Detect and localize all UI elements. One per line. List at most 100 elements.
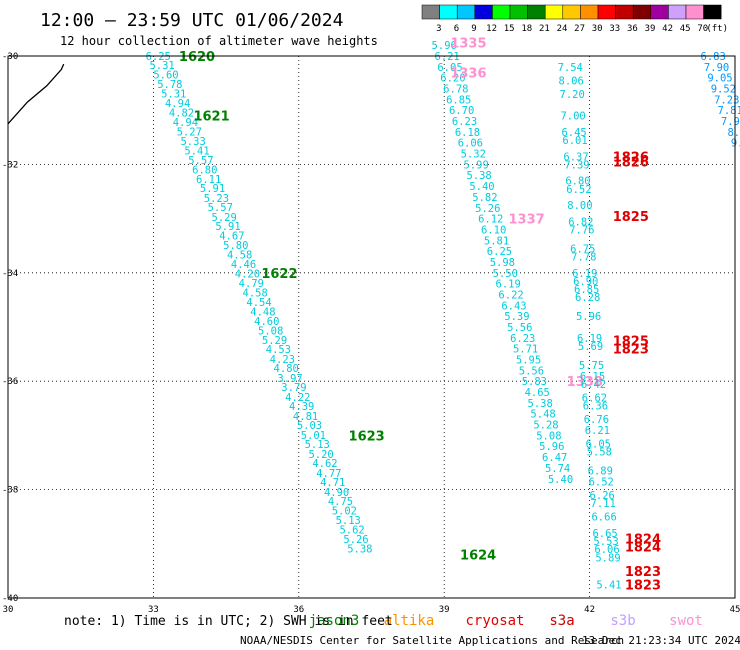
wave-height-value: 7.23 — [714, 94, 739, 106]
wave-height-value: 4.60 — [254, 316, 279, 328]
wave-height-value: 4.75 — [328, 496, 353, 508]
x-tick-label: 30 — [3, 605, 14, 615]
wave-height-value: 5.81 — [484, 235, 509, 247]
wave-height-value: 5.28 — [533, 420, 558, 432]
wave-height-value: 5.29 — [262, 335, 287, 347]
legend-swatch — [615, 4, 634, 20]
x-tick-label: 45 — [730, 605, 740, 615]
wave-height-value: 6.70 — [449, 105, 474, 117]
wave-height-value: 6.65 — [592, 528, 617, 540]
legend-swatch — [456, 4, 476, 20]
legend-label: 45 — [680, 24, 691, 34]
wave-height-value: 6.01 — [562, 135, 587, 147]
wave-height-value: 5.83 — [522, 376, 547, 388]
y-tick-label: -38 — [2, 486, 18, 496]
wave-height-value: 6.47 — [542, 452, 567, 464]
wave-height-value: 5.29 — [212, 212, 237, 224]
legend-label: 27 — [574, 24, 585, 34]
x-tick-label: 33 — [148, 605, 159, 615]
wave-height-value: 4.62 — [312, 458, 337, 470]
legend-swatch — [509, 4, 528, 20]
wave-height-value: 5.82 — [472, 192, 497, 204]
legend-label: 21 — [539, 24, 550, 34]
wave-height-value: 5.41 — [184, 145, 209, 157]
legend-label: 9 — [471, 24, 476, 34]
wave-height-value: 6.78 — [443, 84, 468, 96]
wave-height-value: 5.98 — [490, 257, 515, 269]
wave-height-value: 6.42 — [581, 379, 606, 391]
wave-height-value: 6.26 — [590, 490, 615, 502]
wave-height-value: 7.76 — [569, 224, 594, 236]
wave-height-value: 4.81 — [293, 411, 318, 423]
x-tick-label: 42 — [584, 605, 595, 615]
legend-label: 36 — [627, 24, 638, 34]
legend-swatch — [421, 4, 440, 20]
wave-height-value: 4.23 — [270, 354, 295, 366]
wave-height-value: 6.10 — [481, 224, 506, 236]
wave-height-value: 5.89 — [595, 552, 620, 564]
wave-height-value: 6.25 — [487, 246, 512, 258]
pass-number-label: 1623 — [349, 429, 385, 444]
wave-height-value: 6.90 — [573, 276, 598, 288]
wave-height-value: 5.74 — [545, 463, 570, 475]
wave-height-value: 5.13 — [336, 515, 361, 527]
wave-height-value: 5.56 — [519, 365, 544, 377]
wave-height-value: 5.57 — [188, 155, 213, 167]
wave-height-value: 6.15 — [580, 371, 605, 383]
wave-height-value: 5.91 — [200, 183, 225, 195]
pass-number-label: 1826 — [613, 150, 649, 165]
pass-number-label: 1337 — [508, 213, 544, 228]
wave-height-value: 6.06 — [458, 138, 483, 150]
wave-height-value: 5.96 — [432, 40, 457, 52]
wave-height-value: 4.53 — [266, 344, 291, 356]
wave-height-value: 4.77 — [316, 468, 341, 480]
y-tick-label: -32 — [2, 160, 18, 170]
footer-timestamp: 13 Dec 21:23:34 UTC 2024 — [582, 634, 740, 647]
plot-frame — [7, 55, 736, 599]
wave-height-value: 5.96 — [576, 311, 601, 323]
wave-height-value: 5.02 — [332, 506, 357, 518]
legend-label: 3 — [436, 24, 441, 34]
wave-height-value: 4.65 — [525, 387, 550, 399]
wave-height-value: 6.23 — [510, 333, 535, 345]
satellite-label-cryosat: cryosat — [465, 613, 524, 629]
wave-height-value: 5.62 — [339, 525, 364, 537]
wave-height-value: 6.89 — [588, 466, 613, 478]
pass-number-label: 1624 — [460, 549, 496, 564]
wave-height-value: 6.21 — [434, 51, 459, 63]
legend-swatch — [703, 4, 722, 20]
wave-height-value: 8.06 — [559, 75, 584, 87]
wave-height-value: 4.39 — [289, 401, 314, 413]
coastline — [7, 63, 65, 125]
wave-height-value: 7.00 — [560, 111, 585, 123]
wave-height-value: 4.58 — [243, 287, 268, 299]
wave-height-value: 5.58 — [587, 447, 612, 459]
wave-height-value: 6.85 — [446, 94, 471, 106]
footer-credit: NOAA/NESDIS Center for Satellite Applica… — [240, 634, 624, 647]
wave-height-value: 6.18 — [455, 127, 480, 139]
wave-height-value: 5.32 — [461, 149, 486, 161]
satellite-label-altika: altika — [384, 613, 435, 629]
wave-height-value: 6.37 — [563, 151, 588, 163]
wave-height-value: 4.94 — [165, 98, 190, 110]
legend-swatch — [562, 4, 581, 20]
legend-swatch — [685, 4, 704, 20]
y-tick-label: -30 — [2, 52, 18, 62]
wave-height-value: 6.52 — [589, 476, 614, 488]
legend-label: 39 — [645, 24, 656, 34]
legend-swatch — [474, 4, 493, 20]
wave-height-value: 6.75 — [570, 243, 595, 255]
wave-height-value: 9.05 — [707, 73, 732, 85]
wave-height-value: 6.76 — [584, 414, 609, 426]
wave-height-value: 4.82 — [169, 107, 194, 119]
chart-title: 12:00 — 23:59 UTC 01/06/2024 — [40, 10, 343, 31]
wave-height-value: 6.82 — [568, 216, 593, 228]
wave-height-value: 6.23 — [452, 116, 477, 128]
wave-height-value: 5.38 — [347, 544, 372, 556]
satellite-legend: jason3 altika cryosat s3a s3b swot — [309, 613, 703, 629]
wave-height-value: 6.19 — [572, 268, 597, 280]
satellite-label-swot: swot — [669, 613, 703, 629]
pass-number-label: 1824 — [625, 532, 661, 547]
wave-height-value: 6.20 — [440, 73, 465, 85]
